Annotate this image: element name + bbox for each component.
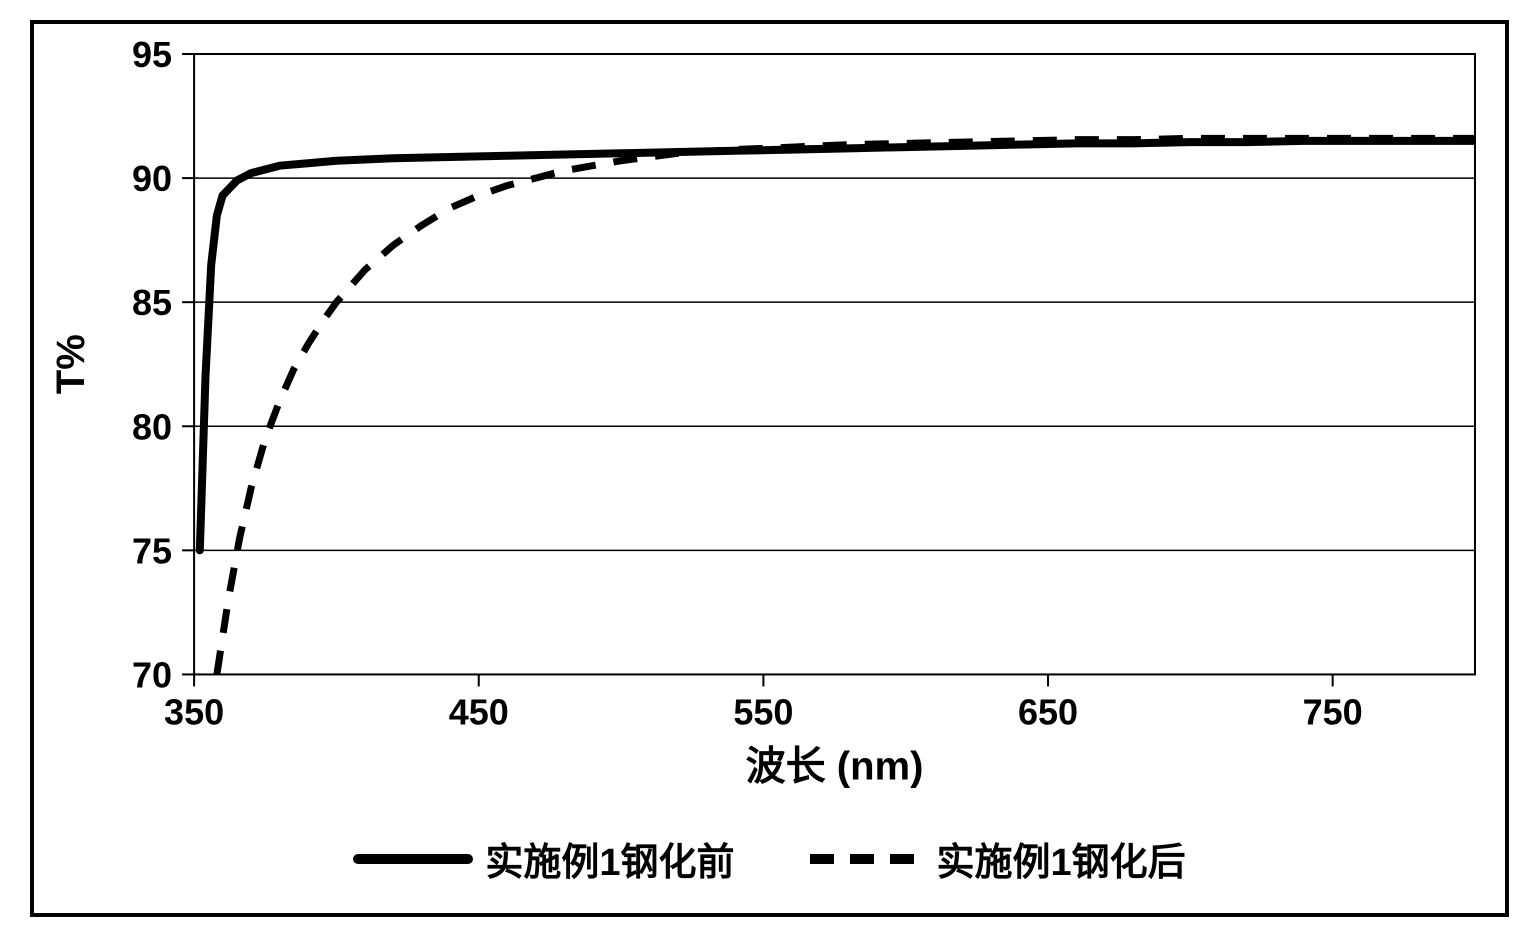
x-tick-label: 750	[1303, 691, 1363, 732]
legend: 实施例1钢化前 实施例1钢化后	[34, 805, 1505, 913]
chart-container: 70 75 80 85 90 95 350 450 550 650 750 波长 (nm) T% 实施例…	[0, 0, 1539, 937]
x-tick-label: 450	[449, 691, 509, 732]
y-axis: 70 75 80 85 90 95	[132, 34, 194, 695]
legend-item-before: 实施例1钢化前	[353, 831, 734, 886]
legend-item-after: 实施例1钢化后	[805, 831, 1186, 886]
chart-svg: 70 75 80 85 90 95 350 450 550 650 750 波长 (nm) T%	[34, 24, 1505, 805]
y-tick-label: 75	[132, 530, 172, 571]
legend-label-before: 实施例1钢化前	[485, 831, 734, 886]
legend-label-after: 实施例1钢化后	[937, 831, 1186, 886]
x-tick-label: 650	[1018, 691, 1078, 732]
y-tick-label: 85	[132, 282, 172, 323]
x-tick-label: 350	[164, 691, 224, 732]
x-axis: 350 450 550 650 750	[164, 674, 1363, 732]
x-axis-title: 波长 (nm)	[746, 744, 924, 788]
chart-frame: 70 75 80 85 90 95 350 450 550 650 750 波长 (nm) T% 实施例…	[30, 20, 1509, 917]
legend-swatch-dashed	[805, 839, 925, 879]
x-tick-label: 550	[733, 691, 793, 732]
series-after	[217, 138, 1475, 674]
y-tick-label: 90	[132, 158, 172, 199]
series-before	[200, 141, 1475, 550]
y-tick-label: 80	[132, 406, 172, 447]
y-tick-label: 70	[132, 654, 172, 695]
y-axis-title: T%	[49, 334, 93, 394]
series-group	[200, 138, 1475, 674]
legend-swatch-solid	[353, 839, 473, 879]
y-tick-label: 95	[132, 34, 172, 75]
plot-zone: 70 75 80 85 90 95 350 450 550 650 750 波长 (nm) T%	[34, 24, 1505, 805]
